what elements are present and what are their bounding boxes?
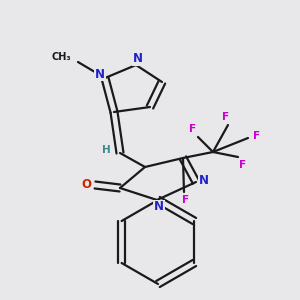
- Text: F: F: [239, 160, 247, 170]
- Text: F: F: [182, 195, 190, 205]
- Text: N: N: [133, 52, 143, 65]
- Text: F: F: [222, 112, 230, 122]
- Text: N: N: [95, 68, 105, 80]
- Text: O: O: [81, 178, 91, 190]
- Text: H: H: [102, 145, 110, 155]
- Text: N: N: [154, 200, 164, 214]
- Text: N: N: [199, 175, 209, 188]
- Text: F: F: [254, 131, 261, 141]
- Text: CH₃: CH₃: [51, 52, 71, 62]
- Text: F: F: [189, 124, 197, 134]
